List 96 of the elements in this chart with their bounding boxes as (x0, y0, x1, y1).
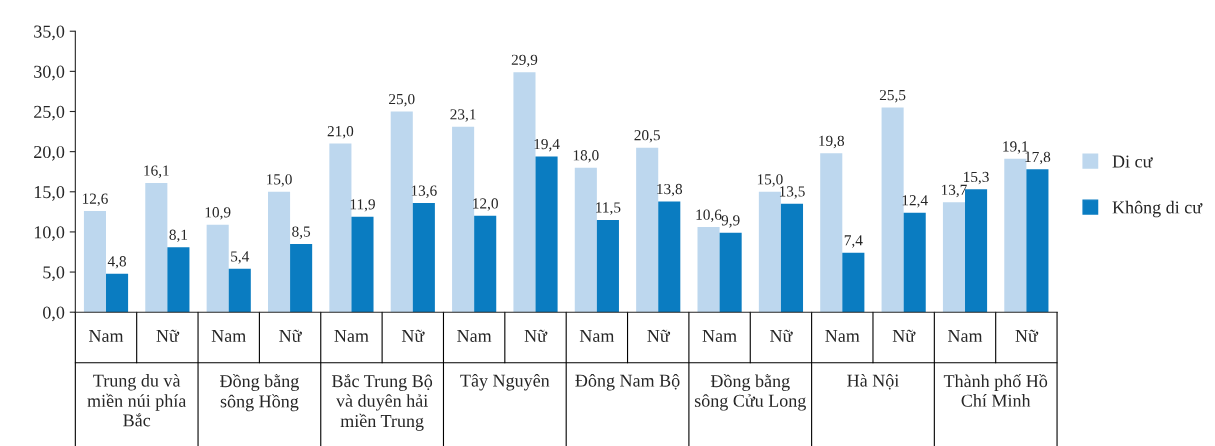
bar (535, 156, 558, 313)
y-tick-label: 25,0 (34, 105, 65, 121)
data-label: 15,0 (757, 174, 783, 187)
bar (658, 201, 681, 313)
bar (758, 191, 781, 313)
bar (329, 143, 352, 313)
bar (390, 111, 413, 313)
data-label: 18,0 (573, 150, 599, 163)
data-label: 12,4 (902, 195, 928, 208)
data-label: 21,0 (327, 126, 354, 139)
x-tick-label: Nam (947, 330, 983, 343)
bar (719, 232, 742, 313)
x-tick-label: Nam (211, 330, 246, 343)
data-label: 4,8 (107, 256, 127, 269)
bar (636, 147, 659, 313)
data-label: 19,8 (819, 135, 845, 149)
bar (574, 167, 597, 313)
bar (290, 243, 313, 313)
data-label: 25,0 (389, 93, 415, 107)
bar (351, 216, 374, 313)
x-tick-label: Nữ (892, 329, 916, 343)
bar (903, 212, 926, 313)
bar (145, 182, 168, 313)
data-label: 25,5 (879, 89, 906, 103)
text: Tây Nguyên (460, 374, 550, 391)
data-label: 11,5 (596, 202, 621, 215)
bar (412, 203, 435, 313)
legend-label: Không di cư (1112, 200, 1203, 218)
bar (820, 153, 843, 313)
bar (474, 215, 497, 313)
bar (267, 191, 291, 313)
bar (513, 72, 536, 313)
bar (942, 202, 966, 313)
x-tick-label: Nam (334, 330, 369, 343)
bar (965, 189, 988, 313)
x-tick-label: Nam (88, 330, 124, 343)
text: Trung du và miền núi phía Bắc (87, 374, 187, 427)
data-label: 19,4 (534, 138, 560, 152)
data-label: 15,0 (267, 174, 292, 187)
data-label: 10,6 (696, 209, 722, 223)
data-label: 12,0 (473, 198, 498, 211)
x-tick-label: Nam (702, 330, 737, 343)
data-label: 23,1 (450, 109, 476, 122)
data-label: 12,6 (82, 193, 108, 206)
data-label: 10,9 (205, 207, 231, 220)
data-label: 7,4 (844, 235, 863, 248)
text: Đông Nam Bộ (575, 374, 680, 391)
bar (1026, 169, 1049, 313)
x-tick-label: Nam (579, 330, 615, 343)
text: Hà Nội (847, 373, 899, 390)
text: Đồng bằng sông Hồng (220, 374, 299, 412)
x-tick-label: Nữ (524, 329, 548, 343)
bar (167, 247, 190, 313)
bar (697, 227, 720, 313)
x-tick-label: Nữ (647, 329, 671, 343)
y-tick-label: 30,0 (34, 65, 65, 81)
bar (106, 273, 129, 313)
x-tick-label: Nam (825, 330, 860, 343)
text: Thành phố Hồ Chí Minh (943, 374, 1048, 407)
y-tick-label: 0,0 (43, 306, 65, 322)
data-label: 8,5 (292, 226, 311, 239)
data-label: 16,1 (144, 165, 169, 178)
legend-label: Di cư (1112, 155, 1153, 168)
x-tick-label: Nữ (770, 329, 793, 343)
x-tick-label: Nữ (156, 329, 180, 343)
data-label: 8,1 (169, 229, 188, 243)
bar (780, 203, 804, 313)
y-tick-label: 35,0 (34, 25, 65, 41)
data-label: 11,9 (350, 199, 375, 212)
x-tick-label: Nữ (401, 329, 425, 343)
data-label: 15,3 (964, 171, 989, 185)
text: Đồng bằng sông Cửu Long (694, 374, 806, 411)
bar (1004, 158, 1027, 313)
x-tick-label: Nữ (279, 329, 302, 343)
x-tick-label: Nam (457, 330, 492, 343)
bar (206, 224, 229, 313)
data-label: 5,4 (231, 251, 250, 264)
data-label: 13,6 (411, 185, 437, 198)
data-label: 29,9 (511, 54, 538, 68)
bar (842, 252, 865, 313)
bar (596, 219, 619, 313)
data-label: 13,8 (657, 183, 683, 197)
y-tick-label: 5,0 (43, 266, 65, 282)
bar (881, 107, 904, 313)
data-label: 20,5 (634, 130, 660, 143)
x-tick-label: Nữ (1015, 329, 1039, 343)
y-tick-label: 15,0 (34, 186, 65, 201)
data-label: 9,9 (721, 215, 740, 228)
y-tick-label: 20,0 (34, 145, 65, 161)
data-label: 13,5 (779, 186, 805, 199)
bar (452, 126, 475, 313)
bar (83, 211, 107, 313)
bar (228, 268, 251, 313)
y-tick-label: 10,0 (34, 226, 65, 241)
data-label: 13,7 (941, 184, 967, 198)
text: Bắc Trung Bộ và duyên hải miền Trung (331, 374, 433, 431)
